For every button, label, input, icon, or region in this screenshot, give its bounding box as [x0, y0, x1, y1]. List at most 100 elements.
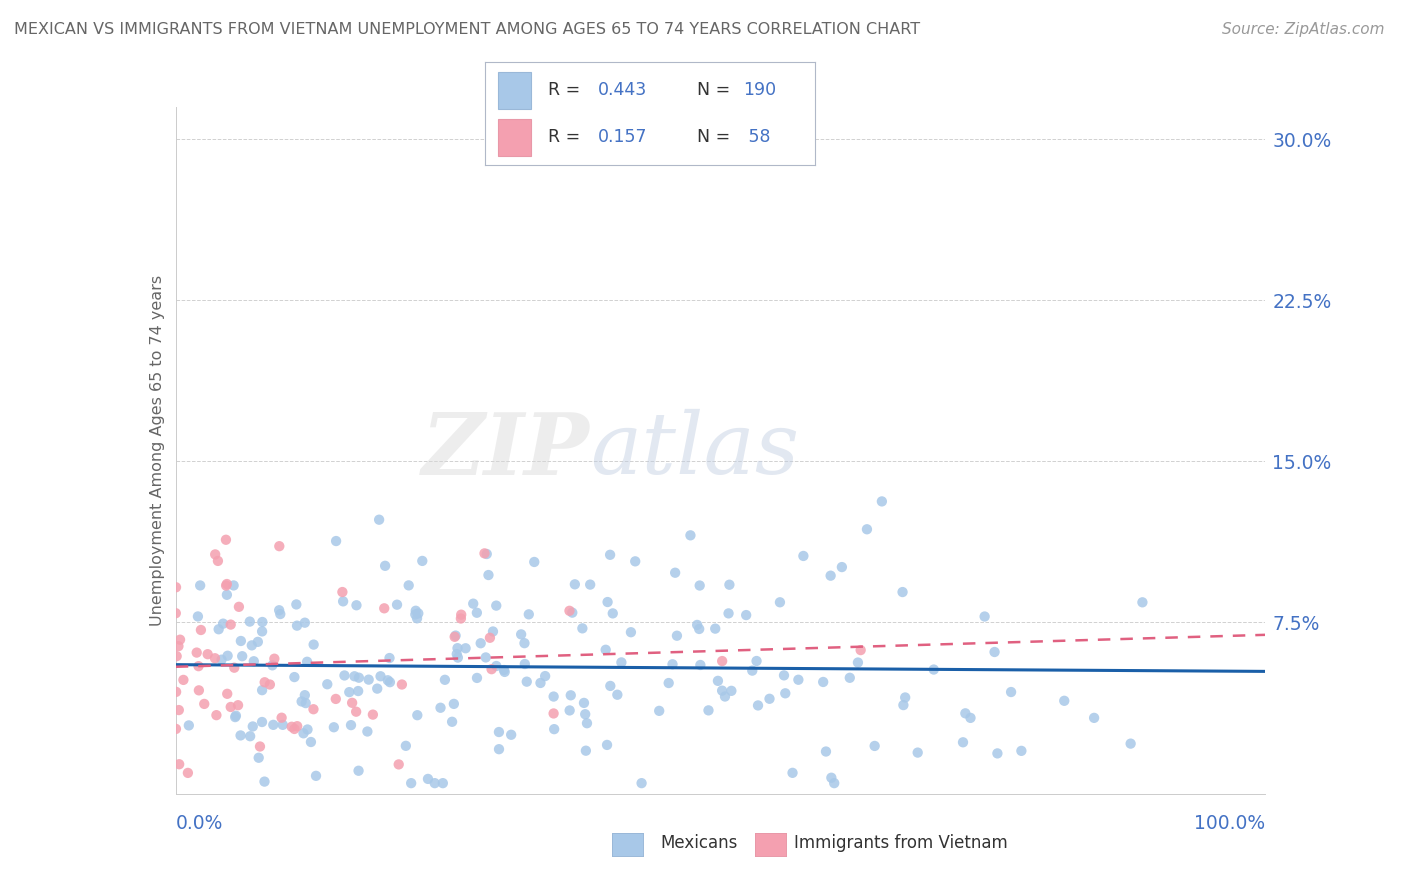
Point [283, 722, 305, 736]
Point [165, 722, 187, 736]
Point [250, 624, 273, 639]
Point [488, 742, 510, 756]
Point [481, 662, 503, 676]
Point [560, 688, 582, 702]
Point [599, 679, 621, 693]
Point [205, 708, 228, 723]
Point [450, 611, 472, 625]
Point [333, 668, 356, 682]
Point [516, 674, 538, 689]
Point [773, 668, 796, 682]
Point [492, 663, 515, 677]
Point [269, 607, 291, 621]
Point [356, 724, 378, 739]
Point [316, 677, 339, 691]
Point [686, 618, 709, 632]
Point [197, 647, 219, 661]
Point [450, 607, 472, 622]
Point [574, 707, 596, 722]
Text: 0.0%: 0.0% [176, 814, 224, 833]
Point [357, 673, 380, 687]
Point [283, 670, 305, 684]
Point [167, 757, 190, 772]
Point [820, 771, 842, 785]
Point [224, 661, 246, 675]
Text: Mexicans: Mexicans [661, 834, 738, 852]
Point [167, 703, 190, 717]
Point [280, 720, 302, 734]
Point [720, 683, 742, 698]
Point [517, 607, 540, 622]
Point [204, 548, 226, 562]
Point [432, 776, 454, 790]
Point [187, 609, 209, 624]
Point [291, 694, 314, 708]
Point [543, 722, 565, 736]
Point [416, 772, 439, 786]
Point [405, 604, 427, 618]
Point [246, 635, 269, 649]
Point [1000, 685, 1022, 699]
Point [167, 639, 190, 653]
Text: N =: N = [696, 81, 735, 99]
Point [478, 631, 501, 645]
Point [325, 692, 347, 706]
Point [775, 686, 797, 700]
Point [543, 690, 565, 704]
Point [983, 645, 1005, 659]
Point [745, 654, 768, 668]
Point [838, 671, 860, 685]
Point [398, 578, 420, 592]
Point [222, 578, 245, 592]
Point [891, 585, 914, 599]
Point [292, 726, 315, 740]
Point [1132, 595, 1154, 609]
Point [714, 690, 737, 704]
Point [166, 649, 188, 664]
Point [513, 636, 536, 650]
Point [475, 547, 498, 561]
Point [217, 687, 239, 701]
Point [475, 650, 498, 665]
Point [207, 554, 229, 568]
Point [337, 685, 360, 699]
Point [322, 720, 344, 734]
Point [688, 622, 710, 636]
Point [630, 776, 652, 790]
Point [711, 683, 734, 698]
Point [231, 649, 253, 664]
Point [242, 719, 264, 733]
Point [305, 769, 328, 783]
Point [165, 685, 187, 699]
Point [270, 711, 292, 725]
Point [399, 776, 422, 790]
Point [558, 604, 581, 618]
Point [494, 665, 516, 679]
Point [444, 629, 467, 643]
Point [188, 578, 211, 592]
Point [596, 738, 619, 752]
Point [973, 609, 995, 624]
Point [922, 663, 945, 677]
Point [704, 622, 727, 636]
Point [177, 765, 200, 780]
Point [849, 643, 872, 657]
Text: 190: 190 [742, 81, 776, 99]
Point [385, 598, 408, 612]
Point [243, 654, 266, 668]
Point [986, 747, 1008, 761]
Point [579, 577, 602, 591]
Point [252, 615, 274, 629]
Point [240, 639, 263, 653]
Point [1010, 744, 1032, 758]
Point [346, 599, 368, 613]
Point [782, 765, 804, 780]
Point [787, 673, 810, 687]
Point [332, 585, 354, 599]
Point [856, 522, 879, 536]
Point [952, 735, 974, 749]
Point [224, 710, 246, 724]
Point [679, 528, 702, 542]
Point [717, 607, 740, 621]
Point [219, 700, 242, 714]
